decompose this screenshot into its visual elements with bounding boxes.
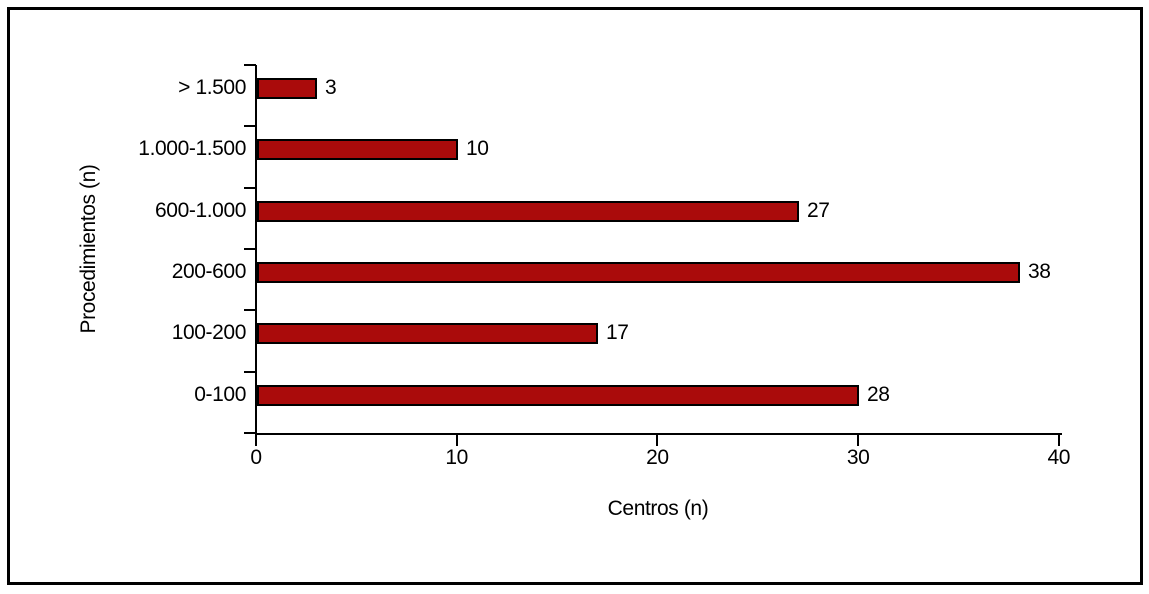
- y-axis-tick: [244, 370, 256, 373]
- bar-value-label: 27: [807, 198, 830, 222]
- category-label: > 1.500: [178, 76, 246, 99]
- category-label: 200-600: [171, 260, 247, 283]
- bar-value-label: 28: [867, 382, 890, 406]
- y-axis-tick: [244, 125, 256, 128]
- bar: [257, 78, 317, 99]
- bar: [257, 262, 1020, 283]
- x-axis-tick: [455, 433, 458, 446]
- bar: [257, 139, 458, 161]
- category-label: 100-200: [171, 321, 247, 345]
- x-tick-label: 10: [445, 446, 468, 469]
- y-axis-title: Procedimientos (n): [77, 164, 100, 334]
- x-tick-label: 0: [250, 446, 262, 469]
- x-axis-tick: [255, 433, 257, 446]
- x-axis-tick: [857, 433, 860, 446]
- y-axis-tick: [244, 309, 256, 312]
- y-axis-tick: [244, 432, 256, 434]
- x-tick-label: 40: [1047, 446, 1071, 469]
- x-tick-label: 20: [646, 446, 669, 469]
- x-axis-tick: [1057, 433, 1060, 446]
- x-axis-line: [255, 433, 1062, 435]
- bar-value-label: 3: [325, 76, 337, 99]
- bar-value-label: 17: [606, 321, 629, 345]
- y-axis-tick: [244, 64, 256, 66]
- category-label: 600-1.000: [155, 198, 246, 222]
- y-axis-line: [255, 65, 257, 435]
- y-axis-tick: [244, 186, 256, 189]
- bar: [257, 323, 598, 345]
- x-axis-title: Centros (n): [607, 497, 709, 520]
- category-label: 1.000-1.500: [138, 137, 246, 161]
- bar: [257, 384, 859, 406]
- x-tick-label: 30: [846, 446, 870, 469]
- x-axis-tick: [656, 433, 659, 446]
- bar-value-label: 10: [466, 137, 489, 161]
- bar-value-label: 38: [1028, 260, 1051, 283]
- y-axis-tick: [244, 248, 256, 250]
- category-label: 0-100: [194, 382, 246, 406]
- bar: [257, 200, 799, 222]
- figure-frame: [7, 7, 1143, 585]
